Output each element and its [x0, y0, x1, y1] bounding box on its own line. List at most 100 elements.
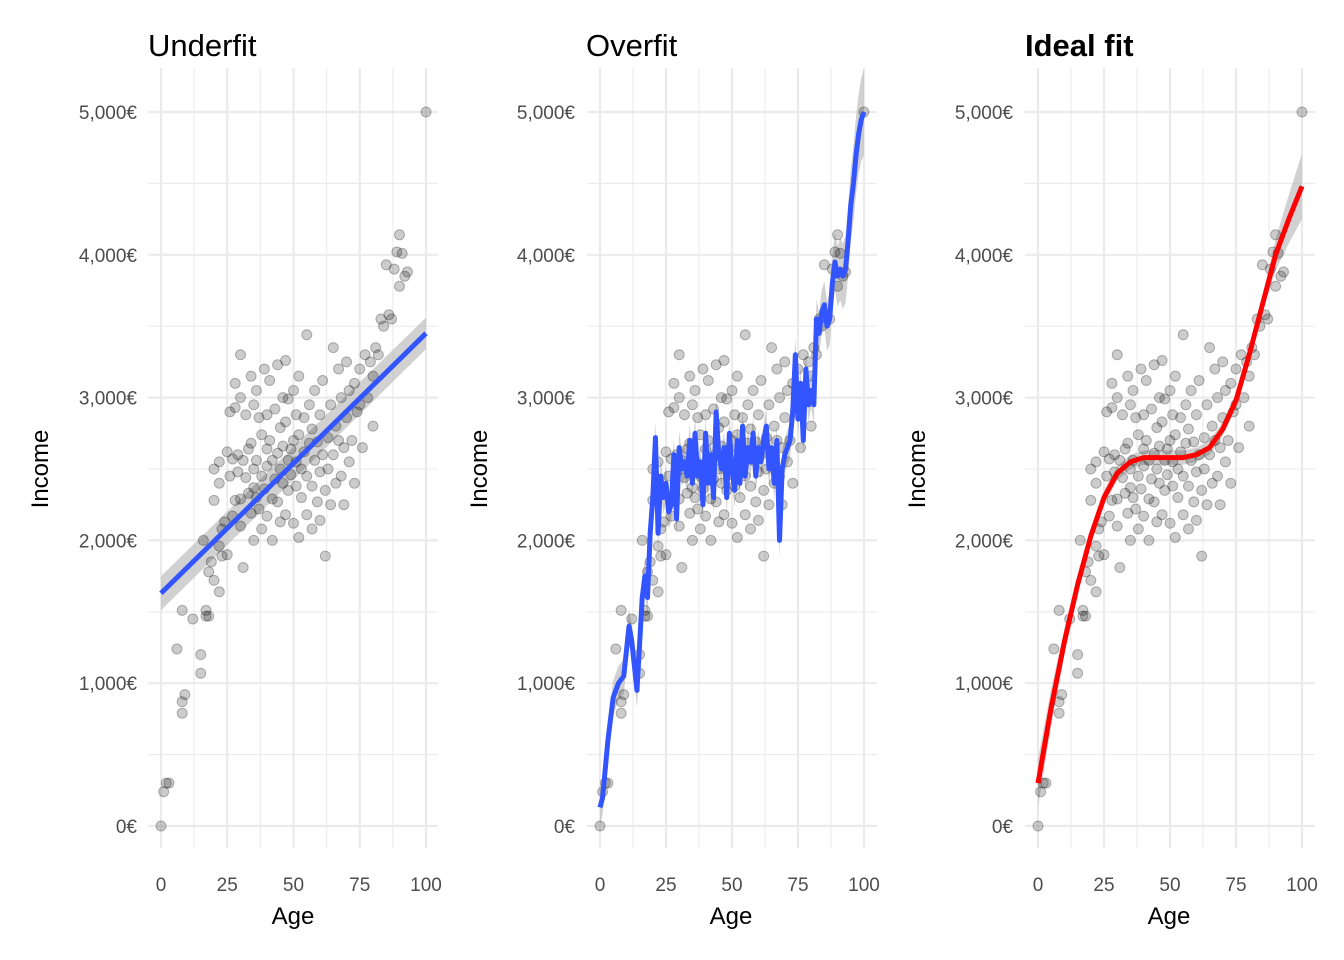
data-point: [372, 349, 384, 361]
data-point: [1148, 359, 1160, 371]
plot-area: [1025, 68, 1315, 848]
data-point: [779, 412, 791, 424]
data-point: [1193, 374, 1205, 386]
data-point: [1180, 437, 1192, 449]
data-point: [729, 409, 741, 421]
data-point: [832, 229, 844, 241]
data-point: [1201, 399, 1213, 411]
data-point: [229, 377, 241, 389]
data-point: [686, 399, 698, 411]
data-point: [245, 437, 257, 449]
data-point: [351, 406, 363, 418]
data-point: [301, 470, 313, 482]
data-point: [787, 477, 799, 489]
data-point: [250, 384, 262, 396]
data-point: [1161, 443, 1173, 455]
data-point: [744, 523, 756, 535]
gridlines: [148, 68, 438, 848]
data-point: [1124, 482, 1136, 494]
data-point: [718, 416, 730, 428]
data-point: [213, 456, 225, 468]
data-point: [256, 470, 268, 482]
data-point: [1212, 392, 1224, 404]
data-point: [1159, 393, 1171, 405]
data-point: [689, 384, 701, 396]
data-point: [282, 393, 294, 405]
data-point: [203, 610, 215, 622]
data-point: [248, 482, 260, 494]
data-point: [642, 610, 654, 622]
data-point: [1140, 374, 1152, 386]
data-point: [1151, 463, 1163, 475]
data-point: [681, 487, 693, 499]
data-point: [660, 549, 672, 561]
y-tick-label: 3,000€: [955, 389, 1014, 410]
data-point: [1180, 399, 1192, 411]
data-point: [187, 613, 199, 625]
data-point: [1143, 534, 1155, 546]
data-point: [1138, 510, 1150, 522]
data-point: [261, 460, 273, 472]
data-point: [1103, 510, 1115, 522]
data-point: [272, 496, 284, 508]
data-point: [636, 534, 648, 546]
data-point: [221, 446, 233, 458]
panel-title: Ideal fit: [1025, 28, 1134, 63]
data-point: [394, 229, 405, 241]
data-point: [1138, 443, 1150, 455]
data-point: [1198, 432, 1210, 444]
y-axis-label: Income: [27, 430, 54, 509]
data-point: [1196, 550, 1208, 562]
x-tick-label: 25: [655, 875, 676, 896]
data-point: [752, 409, 764, 421]
data-point: [1124, 399, 1136, 411]
data-point: [713, 516, 725, 528]
data-point: [1164, 517, 1176, 529]
data-point: [1085, 574, 1097, 586]
data-point: [1111, 520, 1123, 532]
panel-title: Underfit: [148, 28, 257, 63]
data-point: [758, 484, 770, 496]
data-point: [240, 409, 252, 421]
data-point: [288, 517, 299, 529]
tick-labels: 0 25 50 75 100 0€ 1,000€ 2,000€ 3,000€ 4,000€ 5,00…: [517, 103, 880, 896]
data-point: [615, 696, 627, 708]
y-tick-label: 3,000€: [79, 389, 138, 410]
data-point: [261, 510, 273, 522]
data-point: [197, 534, 209, 546]
data-point: [1182, 523, 1194, 535]
data-point: [1177, 509, 1189, 521]
data-point: [1217, 356, 1229, 368]
data-point: [689, 492, 701, 504]
data-point: [1132, 429, 1144, 441]
data-point: [1190, 409, 1202, 421]
data-point: [615, 604, 627, 616]
data-point: [1262, 313, 1274, 325]
tick-labels: 0 25 50 75 100 0€ 1,000€ 2,000€ 3,000€ 4,000€ 5,00…: [79, 103, 442, 896]
data-point: [771, 363, 783, 375]
data-point: [216, 550, 228, 562]
tick-labels: 0 25 50 75 100 0€ 1,000€ 2,000€ 3,000€ 4,000€ 5,00…: [955, 103, 1318, 896]
data-point: [232, 449, 244, 461]
data-point: [1077, 610, 1089, 622]
data-point: [1085, 463, 1097, 475]
data-point: [1053, 707, 1065, 719]
data-point: [338, 499, 350, 511]
data-point: [319, 484, 331, 496]
data-point: [250, 454, 262, 466]
data-point: [700, 409, 712, 421]
data-point: [731, 532, 743, 544]
data-point: [290, 480, 302, 492]
data-point: [298, 412, 310, 424]
data-point: [176, 604, 188, 616]
data-point: [248, 534, 260, 546]
data-point: [779, 356, 791, 368]
data-point: [245, 370, 257, 382]
data-point: [367, 420, 379, 432]
scatter-points: [155, 106, 432, 832]
data-point: [200, 604, 212, 616]
data-point: [348, 377, 360, 389]
data-point: [678, 409, 690, 421]
data-point: [280, 354, 292, 366]
data-point: [235, 392, 246, 404]
